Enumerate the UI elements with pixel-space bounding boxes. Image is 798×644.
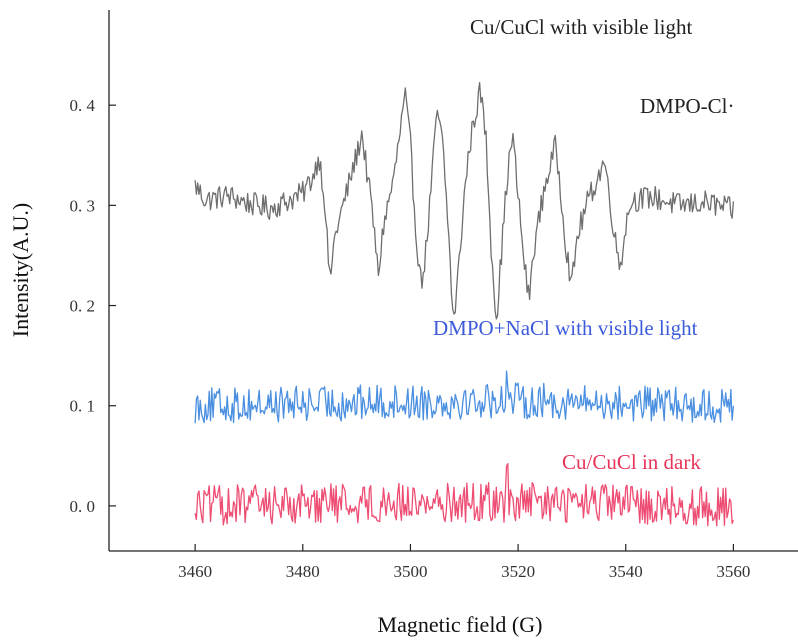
x-tick-label: 3540 xyxy=(609,562,643,581)
axes xyxy=(108,10,798,552)
annotation-dmpo-nacl-visible: DMPO+NaCl with visible light xyxy=(433,316,698,340)
series-cu-cucl-visible xyxy=(194,81,735,320)
x-tick-label: 3460 xyxy=(178,562,212,581)
series-group xyxy=(194,81,735,527)
x-axis-title: Magnetic field (G) xyxy=(378,612,543,637)
series-dmpo-nacl-visible xyxy=(194,370,735,424)
y-axis-title: Intensity(A.U.) xyxy=(8,203,33,337)
y-tick-label: 0. 4 xyxy=(70,96,96,115)
x-tick-label: 3480 xyxy=(286,562,320,581)
series-cu-cucl-dark xyxy=(194,463,735,527)
annotation-cu-cucl-dark: Cu/CuCl in dark xyxy=(562,450,701,474)
y-tick-label: 0. 3 xyxy=(70,196,96,215)
x-ticks: 3460 3480 3500 3520 3540 3560 xyxy=(178,544,750,581)
y-tick-label: 0. 0 xyxy=(70,497,96,516)
y-ticks: 0. 0 0. 1 0. 2 0. 3 0. 4 xyxy=(70,96,116,516)
y-tick-label: 0. 1 xyxy=(70,397,96,416)
annotation-cu-cucl-visible: Cu/CuCl with visible light xyxy=(470,15,692,39)
y-tick-label: 0. 2 xyxy=(70,297,96,316)
annotation-dmpo-cl: DMPO-Cl· xyxy=(640,94,735,118)
x-tick-label: 3520 xyxy=(501,562,535,581)
x-tick-label: 3500 xyxy=(393,562,427,581)
x-tick-label: 3560 xyxy=(716,562,750,581)
